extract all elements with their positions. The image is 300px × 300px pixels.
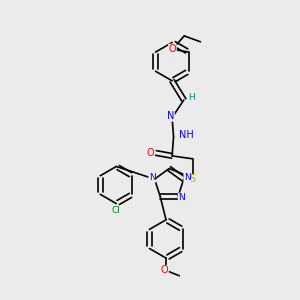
Text: O: O xyxy=(147,148,154,158)
Text: Cl: Cl xyxy=(112,206,121,215)
Text: N: N xyxy=(167,111,174,121)
Text: S: S xyxy=(190,174,196,184)
Text: NH: NH xyxy=(179,130,194,140)
Text: N: N xyxy=(184,173,190,182)
Text: N: N xyxy=(149,173,156,182)
Text: H: H xyxy=(188,93,195,102)
Text: O: O xyxy=(169,44,176,54)
Text: O: O xyxy=(161,266,168,275)
Text: N: N xyxy=(178,193,185,202)
